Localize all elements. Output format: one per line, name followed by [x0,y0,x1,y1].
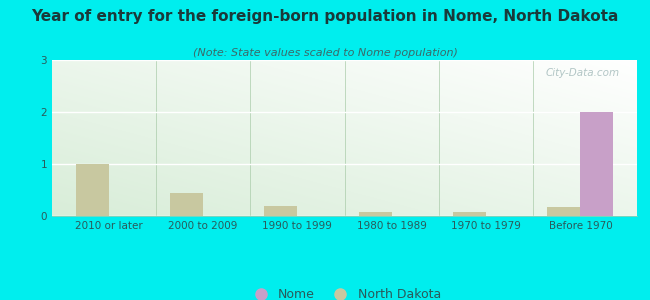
Bar [547,207,580,216]
Bar [75,164,109,216]
Text: (Note: State values scaled to Nome population): (Note: State values scaled to Nome popul… [192,48,458,58]
Legend: Nome, North Dakota: Nome, North Dakota [243,284,446,300]
Bar [170,193,203,216]
Bar [453,212,486,216]
Bar [265,206,297,216]
Bar [359,212,392,216]
Text: Year of entry for the foreign-born population in Nome, North Dakota: Year of entry for the foreign-born popul… [31,9,619,24]
Text: City-Data.com: City-Data.com [545,68,619,78]
Bar [580,112,614,216]
